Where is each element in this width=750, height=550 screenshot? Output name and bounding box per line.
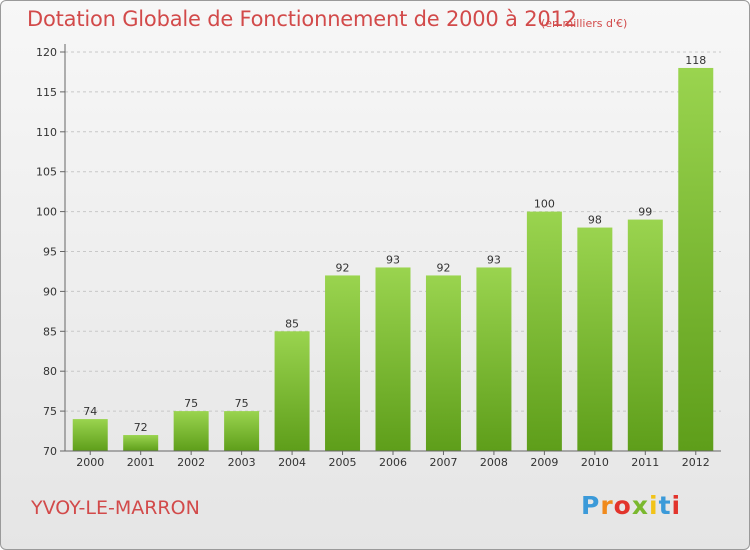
value-label: 100 (534, 198, 555, 211)
value-label: 72 (134, 421, 148, 434)
x-tick-label: 2004 (278, 456, 306, 469)
bar-2002 (173, 411, 209, 451)
logo-letter: i (671, 491, 682, 520)
x-tick-label: 2003 (228, 456, 256, 469)
x-tick-label: 2009 (530, 456, 558, 469)
logo-letter: t (658, 491, 672, 520)
bar-2012 (678, 67, 714, 452)
y-tick-label: 70 (43, 445, 57, 458)
bar-2009 (526, 211, 562, 451)
y-tick-label: 75 (43, 405, 57, 418)
x-tick-label: 2010 (581, 456, 609, 469)
chart-title: Dotation Globale de Fonctionnement de 20… (27, 7, 577, 31)
bar-2001 (123, 435, 159, 451)
value-label: 75 (235, 397, 249, 410)
value-label: 98 (588, 214, 602, 227)
bar-2010 (577, 227, 613, 451)
value-label: 74 (83, 405, 97, 418)
city-name: YVOY-LE-MARRON (31, 497, 200, 519)
logo-letter: x (631, 491, 649, 520)
logo-letter: r (600, 491, 614, 520)
y-tick-label: 90 (43, 285, 57, 298)
y-tick-label: 120 (36, 46, 57, 59)
x-tick-label: 2002 (177, 456, 205, 469)
y-tick-label: 105 (36, 166, 57, 179)
logo-letter: o (613, 491, 632, 520)
unit-note: (en milliers d'€) (541, 17, 628, 30)
x-tick-label: 2005 (329, 456, 357, 469)
bar-2000 (72, 419, 108, 451)
y-tick-label: 110 (36, 126, 57, 139)
value-label: 92 (336, 261, 350, 274)
proxiti-logo: Proxiti (581, 491, 681, 520)
value-label: 93 (487, 253, 501, 266)
bar-2003 (224, 411, 260, 451)
value-label: 92 (436, 261, 450, 274)
bar-2006 (375, 267, 411, 451)
value-label: 118 (685, 54, 706, 67)
logo-letter: P (581, 491, 601, 520)
value-label: 93 (386, 253, 400, 266)
value-label: 75 (184, 397, 198, 410)
x-tick-label: 2001 (127, 456, 155, 469)
logo-letter: i (649, 491, 659, 520)
x-tick-label: 2006 (379, 456, 407, 469)
x-tick-label: 2007 (429, 456, 457, 469)
bar-2005 (325, 275, 361, 451)
x-tick-label: 2011 (631, 456, 659, 469)
y-tick-label: 80 (43, 365, 57, 378)
y-tick-label: 85 (43, 325, 57, 338)
y-tick-label: 100 (36, 206, 57, 219)
x-tick-label: 2008 (480, 456, 508, 469)
bar-2007 (425, 275, 461, 451)
value-label: 99 (638, 206, 652, 219)
bar-2004 (274, 331, 310, 451)
y-tick-label: 95 (43, 246, 57, 259)
value-label: 85 (285, 317, 299, 330)
x-tick-label: 2000 (76, 456, 104, 469)
bar-2011 (627, 219, 663, 451)
x-tick-label: 2012 (682, 456, 710, 469)
y-tick-label: 115 (36, 86, 57, 99)
bar-2008 (476, 267, 512, 451)
